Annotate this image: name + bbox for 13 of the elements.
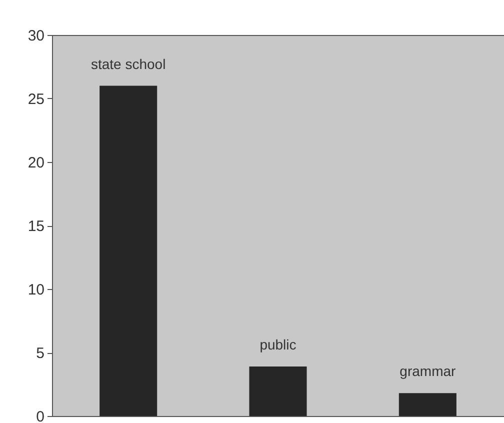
y-tick-label: 25 (28, 91, 44, 108)
x-tick-label: state school (90, 56, 166, 72)
y-tick-label: 0 (36, 408, 44, 423)
bar (398, 393, 456, 416)
y-tick-label: 20 (28, 154, 44, 172)
x-tick-label: grammar (400, 363, 456, 380)
y-tick-label: 10 (28, 282, 44, 298)
bar (100, 86, 158, 416)
y-tick-label: 5 (36, 345, 44, 362)
bar (249, 366, 307, 416)
y-tick-label: 30 (28, 28, 44, 44)
y-tick-label: 15 (28, 218, 44, 235)
x-tick-label: public (260, 336, 296, 352)
